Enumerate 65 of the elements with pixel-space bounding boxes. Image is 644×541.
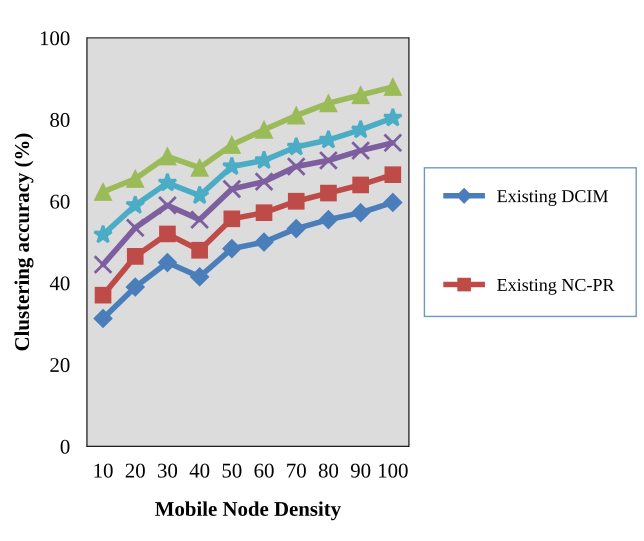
point	[287, 106, 306, 125]
point	[318, 150, 338, 170]
y-tick-label: 20	[50, 358, 70, 372]
point	[190, 210, 210, 230]
point	[93, 224, 114, 244]
point	[222, 239, 242, 258]
point	[383, 133, 403, 153]
point	[126, 277, 145, 297]
point	[94, 308, 113, 328]
x-tick-label: 90	[350, 464, 370, 478]
x-tick-label: 50	[222, 464, 242, 478]
point	[286, 219, 306, 238]
x-tick-label: 40	[190, 464, 210, 478]
point	[94, 182, 112, 201]
point	[222, 136, 241, 154]
point	[382, 108, 403, 127]
point	[351, 203, 370, 222]
x-tick-label: 100	[379, 464, 408, 478]
x-tick-label: 20	[126, 464, 145, 478]
point	[158, 252, 177, 272]
point	[352, 86, 370, 104]
point	[93, 254, 113, 274]
point	[254, 172, 274, 192]
point	[158, 147, 176, 166]
point	[318, 210, 338, 230]
point	[256, 204, 272, 222]
point	[126, 170, 144, 188]
point	[126, 218, 145, 238]
y-tick-label: 60	[50, 194, 70, 209]
x-tick-label: 10	[94, 464, 113, 478]
point	[222, 156, 242, 176]
x-axis-title: Mobile Node Density	[155, 501, 341, 520]
point	[224, 210, 240, 228]
point	[384, 78, 402, 96]
point	[190, 158, 209, 177]
point	[191, 242, 208, 259]
point	[190, 267, 210, 286]
point	[254, 232, 274, 252]
point	[158, 196, 178, 216]
point	[286, 156, 306, 176]
y-tick-label: 80	[50, 112, 70, 127]
y-tick-label: 40	[50, 276, 70, 290]
legend-label: Existing DCIM	[497, 190, 608, 206]
point	[94, 286, 112, 304]
point	[384, 166, 402, 184]
point	[350, 140, 370, 160]
point	[159, 226, 176, 242]
y-tick-label: 0	[60, 440, 70, 454]
point	[319, 94, 338, 112]
point	[255, 120, 274, 139]
x-tick-label: 60	[254, 464, 274, 478]
point	[288, 192, 305, 210]
y-tick-label: 100	[40, 31, 70, 46]
point	[125, 194, 146, 214]
x-tick-label: 30	[158, 464, 178, 478]
y-axis-title: Clustering accuracy (%)	[14, 134, 34, 350]
point	[383, 192, 402, 212]
legend-label: Existing NC-PR	[497, 278, 614, 295]
point	[320, 184, 337, 202]
point	[222, 179, 242, 199]
point	[126, 248, 144, 265]
x-tick-label: 70	[287, 464, 306, 478]
x-tick-label: 80	[318, 464, 338, 478]
point	[352, 176, 369, 194]
point	[157, 172, 178, 192]
